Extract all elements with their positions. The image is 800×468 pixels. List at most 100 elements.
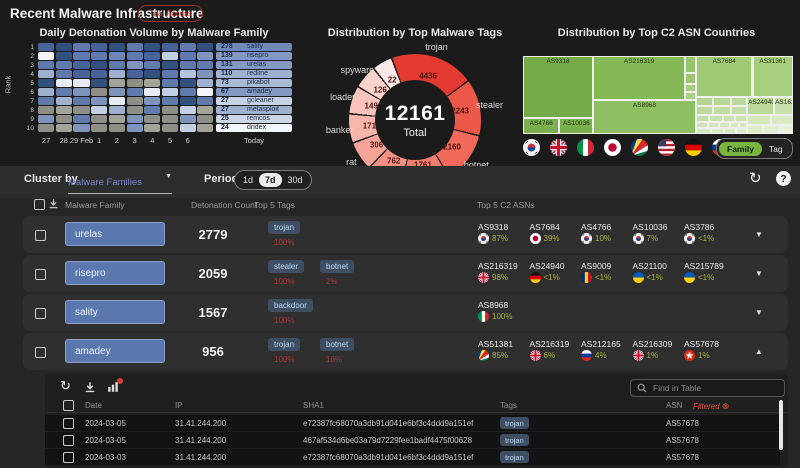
detail-table-row[interactable]: 2024-03-05 31.41.244.200 e72387fc68070a3db… (45, 415, 780, 431)
flag-de-chip[interactable] (685, 139, 702, 156)
flag-it-icon (577, 139, 594, 156)
flag-sc-chip[interactable] (631, 139, 648, 156)
asn-percent: 98% (492, 273, 509, 282)
treemap-cell (685, 73, 696, 85)
heatmap-rank-label: 10 (26, 125, 34, 132)
select-all-checkbox[interactable] (34, 199, 45, 210)
tag-toggle-button[interactable]: Tag (768, 143, 783, 154)
treemap-cell-label: AS31361 (759, 58, 787, 65)
family-pill-button[interactable]: urelas (65, 222, 165, 246)
tag-percent: 100% (274, 238, 295, 247)
tag-pill: trojan (268, 221, 301, 234)
heatmap-x-label: 29 Feb (69, 136, 94, 145)
period-7d-button[interactable]: 7d (259, 173, 282, 187)
donut-center: 12161 Total (375, 80, 455, 160)
row-checkbox[interactable] (35, 230, 46, 241)
table-row[interactable]: risepro 2059 stealer 100% botnet 2% AS216319 98… (23, 255, 788, 292)
treemap-cell (736, 127, 748, 134)
family-pill-button[interactable]: sality (65, 300, 165, 324)
detail-table-row[interactable]: 2024-03-05 31.41.244.200 467af534d6be03a79… (45, 432, 780, 448)
find-in-table-input[interactable] (651, 382, 775, 394)
flag-jp-chip[interactable] (604, 139, 621, 156)
flag-kr-chip[interactable] (523, 139, 540, 156)
detail-table-row[interactable]: 2024-03-03 31.41.244.200 e72387fc68070a3db… (45, 449, 780, 465)
treemap-cell (730, 96, 748, 106)
flag-us-chip[interactable] (658, 139, 675, 156)
period-1d-button[interactable]: 1d (243, 175, 254, 185)
column-header-tags: Tags (500, 401, 517, 410)
asn-label: AS3786 (684, 222, 715, 232)
flag-gb-chip[interactable] (550, 139, 567, 156)
filtered-indicator[interactable]: Filtered ⊗ (693, 401, 730, 411)
heatmap-cell (91, 61, 108, 69)
refresh-icon[interactable]: ↻ (749, 170, 762, 187)
heatmap-cell (197, 70, 214, 78)
heatmap-cell (126, 88, 143, 96)
heatmap-today-cell: 278 sality (216, 42, 292, 51)
chart-filter-icon[interactable] (107, 381, 119, 393)
donut-total-label: Total (403, 126, 427, 139)
select-all-checkbox[interactable] (63, 400, 74, 411)
asn-flag-percent: <1% (632, 272, 663, 283)
treemap-cell-as4766: AS4766 (523, 118, 560, 134)
heatmap-cell (126, 124, 143, 132)
donut-segment-value: 762 (387, 156, 401, 166)
heatmap-cell (197, 106, 214, 114)
chevron-down-icon: ▼ (165, 173, 172, 180)
heatmap-cell (197, 61, 214, 69)
asn-percent: 6% (543, 351, 556, 360)
expand-row-icon[interactable]: ▼ (755, 269, 763, 278)
row-checkbox[interactable] (35, 347, 46, 358)
heatmap-cell (161, 61, 179, 69)
row-checkbox[interactable] (35, 308, 46, 319)
asn-label: AS212165 (581, 339, 621, 349)
help-icon[interactable]: ? (776, 171, 791, 186)
flag-jp-icon (529, 233, 541, 244)
scrollbar-thumb[interactable] (779, 400, 783, 450)
heatmap-x-label: 5 (167, 136, 173, 145)
expand-row-icon[interactable]: ▼ (755, 308, 763, 317)
family-pill-button[interactable]: amadey (65, 339, 165, 363)
family-pill-button[interactable]: risepro (65, 261, 165, 285)
period-30d-button[interactable]: 30d (287, 175, 303, 185)
heatmap-family-label: risepro (247, 52, 269, 60)
cluster-by-label: Cluster by (24, 173, 78, 185)
heatmap-cell (179, 106, 196, 114)
heatmap-x-label: 2 (114, 136, 119, 145)
heatmap-cell (161, 88, 179, 96)
tag-pill: trojan (500, 451, 529, 463)
heatmap-cell (108, 79, 125, 87)
heatmap-cell (91, 115, 108, 123)
table-row[interactable]: urelas 2779 trojan 100% AS9318 87% AS7684 39% AS… (23, 216, 788, 253)
heatmap-cell (179, 97, 196, 105)
expand-row-icon[interactable]: ▼ (755, 230, 763, 239)
asn-label: AS9009 (581, 261, 612, 271)
heatmap-cell (38, 79, 55, 87)
family-toggle-button[interactable]: Family (719, 141, 762, 156)
row-checkbox[interactable] (35, 269, 46, 280)
cluster-by-dropdown[interactable]: Malware Families ▼ (68, 172, 172, 194)
heatmap-cell (108, 61, 125, 69)
download-icon[interactable] (84, 381, 96, 393)
clear-filter-icon[interactable]: ⊗ (721, 401, 730, 411)
treemap-cell-as10036: AS10036 (559, 118, 594, 134)
treemap-cell (709, 115, 723, 122)
heatmap-cell (161, 115, 179, 123)
table-row[interactable]: amadey 956 trojan 100% botnet 16% AS51381 85% AS… (23, 333, 788, 370)
download-icon[interactable] (48, 198, 59, 209)
asn-flag-percent: <1% (529, 272, 560, 283)
table-row[interactable]: sality 1567 backdoor 100% AS8968 100% ▼ (23, 294, 788, 331)
flag-it-chip[interactable] (577, 139, 594, 156)
row-checkbox[interactable] (63, 418, 74, 429)
treemap-cell-label: AS4766 (529, 120, 553, 128)
heatmap-cell (55, 79, 72, 87)
row-checkbox[interactable] (63, 452, 74, 463)
asn-flag-percent: <1% (581, 272, 611, 283)
row-checkbox[interactable] (63, 435, 74, 446)
collapse-row-icon[interactable]: ▲ (755, 347, 763, 356)
treemap-cell (779, 124, 793, 134)
heatmap-cell (197, 124, 214, 132)
heatmap-cell (144, 79, 161, 87)
heatmap-cell (91, 52, 108, 60)
refresh-icon[interactable]: ↻ (60, 378, 71, 393)
